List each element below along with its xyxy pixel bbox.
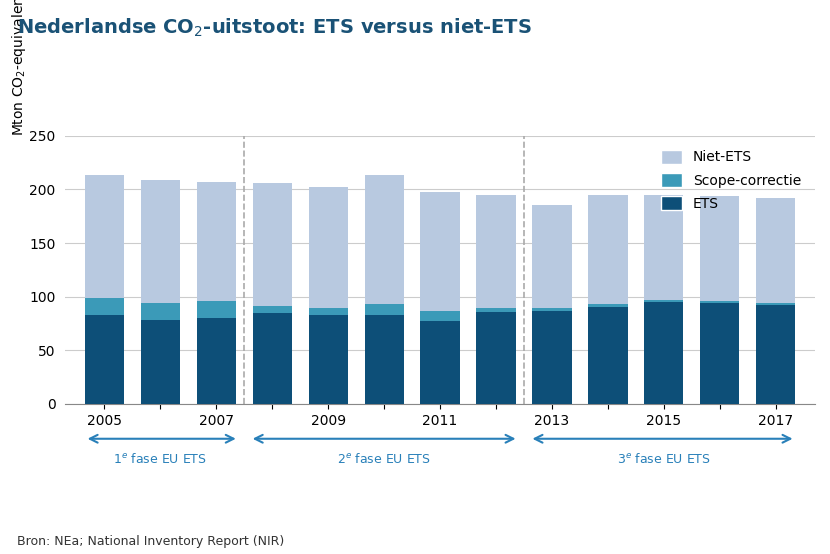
Bar	[701, 301, 740, 303]
Bar	[476, 195, 515, 309]
Y-axis label: Mton CO$_2$-equivalenten: Mton CO$_2$-equivalenten	[10, 0, 27, 136]
Bar	[756, 305, 795, 404]
Bar	[252, 183, 292, 306]
Bar	[532, 309, 572, 311]
Bar	[364, 315, 403, 404]
Bar	[85, 315, 124, 404]
Bar	[532, 311, 572, 404]
Bar	[476, 312, 515, 404]
Bar	[252, 306, 292, 312]
Bar	[309, 187, 348, 309]
Bar	[252, 312, 292, 404]
Text: 1$^e$ fase EU ETS: 1$^e$ fase EU ETS	[114, 452, 208, 466]
Bar	[197, 318, 236, 404]
Bar	[421, 311, 460, 321]
Bar	[644, 300, 683, 302]
Bar	[756, 303, 795, 305]
Legend: Niet-ETS, Scope-correctie, ETS: Niet-ETS, Scope-correctie, ETS	[654, 143, 808, 218]
Bar	[588, 304, 627, 307]
Bar	[476, 309, 515, 312]
Bar	[421, 321, 460, 404]
Bar	[85, 297, 124, 315]
Bar	[532, 206, 572, 309]
Bar	[364, 304, 403, 315]
Bar	[197, 182, 236, 301]
Bar	[141, 320, 180, 404]
Bar	[644, 302, 683, 404]
Bar	[197, 301, 236, 318]
Bar	[364, 176, 403, 304]
Bar	[701, 196, 740, 301]
Bar	[421, 192, 460, 311]
Bar	[85, 176, 124, 297]
Bar	[701, 303, 740, 404]
Bar	[756, 198, 795, 303]
Bar	[588, 307, 627, 404]
Text: 3$^e$ fase EU ETS: 3$^e$ fase EU ETS	[617, 452, 710, 466]
Text: Nederlandse CO$_2$-uitstoot: ETS versus niet-ETS: Nederlandse CO$_2$-uitstoot: ETS versus …	[17, 17, 531, 39]
Text: Bron: NEa; National Inventory Report (NIR): Bron: NEa; National Inventory Report (NI…	[17, 536, 284, 548]
Text: 2$^e$ fase EU ETS: 2$^e$ fase EU ETS	[337, 452, 431, 466]
Bar	[309, 309, 348, 315]
Bar	[309, 315, 348, 404]
Bar	[588, 195, 627, 304]
Bar	[141, 179, 180, 303]
Bar	[644, 195, 683, 300]
Bar	[141, 303, 180, 320]
